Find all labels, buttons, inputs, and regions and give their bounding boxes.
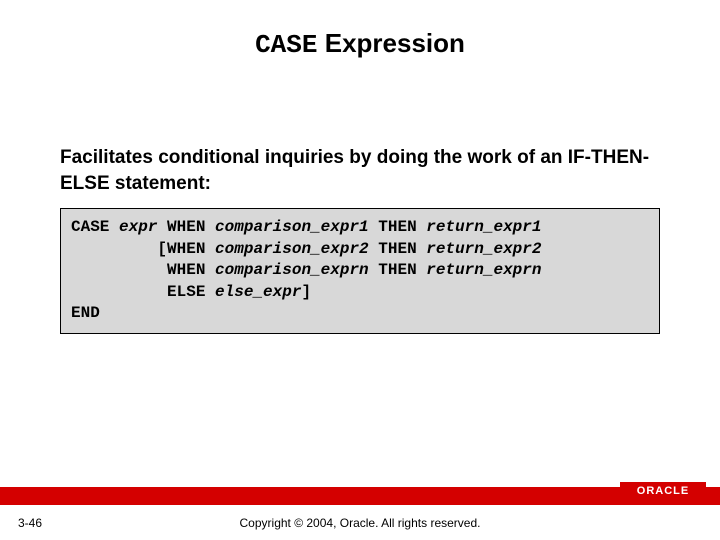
title-rest: Expression xyxy=(318,28,465,58)
syntax-codebox: CASE expr WHEN comparison_expr1 THEN ret… xyxy=(60,208,660,334)
footer: 3-46 Copyright © 2004, Oracle. All right… xyxy=(0,505,720,540)
title-keyword: CASE xyxy=(255,30,317,60)
slide-title: CASE Expression xyxy=(0,28,720,60)
oracle-logo: ORACLE xyxy=(620,482,706,500)
accent-bar xyxy=(0,487,720,505)
slide: CASE Expression Facilitates conditional … xyxy=(0,0,720,540)
copyright-text: Copyright © 2004, Oracle. All rights res… xyxy=(0,516,720,530)
oracle-logo-text: ORACLE xyxy=(637,485,689,497)
slide-subtitle: Facilitates conditional inquiries by doi… xyxy=(60,145,660,196)
